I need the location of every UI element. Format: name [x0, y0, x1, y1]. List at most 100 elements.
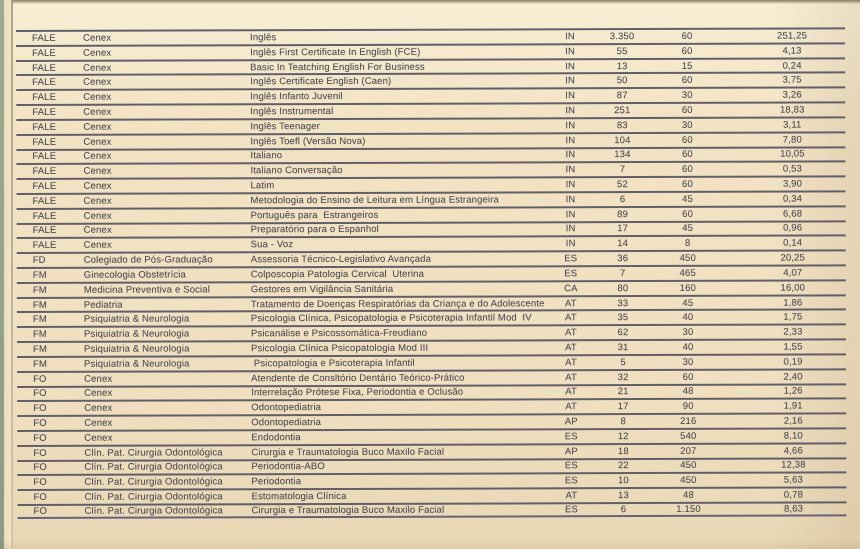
cell-department: Cenex	[83, 91, 112, 103]
cell-type: AT	[565, 327, 577, 339]
cell-unit: FO	[33, 447, 47, 459]
cell-num-3: 18,83	[779, 104, 805, 116]
cell-unit: FALE	[32, 121, 57, 133]
records-table: FALE Cenex Inglês IN 3.350 60 251,25 FALE Cenex I…	[16, 27, 847, 519]
cell-num-3: 6,68	[783, 208, 803, 220]
cell-num-2: 40	[682, 312, 694, 324]
cell-num-2: 30	[682, 356, 694, 368]
cell-type: AT	[565, 490, 578, 502]
cell-num-2: 48	[682, 386, 694, 398]
cell-num-2: 60	[682, 208, 694, 220]
cell-unit: FO	[33, 417, 47, 429]
cell-num-2: 450	[679, 252, 696, 265]
cell-unit: FO	[33, 462, 47, 474]
cell-course: Tratamento de Doenças Respiratórias da C…	[250, 297, 545, 310]
cell-num-1: 7	[620, 267, 626, 280]
cell-course: Cirurgia e Traumatologia Buco Maxilo Fac…	[251, 446, 445, 458]
cell-unit: FALE	[32, 240, 57, 252]
cell-unit: FALE	[32, 77, 57, 89]
cell-num-1: 17	[617, 401, 629, 413]
cell-course: Inglês First Certificate In English (FCE…	[250, 46, 421, 58]
cell-num-3: 3,90	[782, 178, 803, 190]
cell-type: IN	[565, 238, 576, 250]
cell-type: AT	[565, 401, 578, 413]
cell-num-1: 50	[616, 75, 628, 87]
cell-num-1: 17	[617, 223, 629, 235]
cell-department: Cenex	[83, 180, 112, 192]
cell-num-2: 48	[683, 489, 694, 502]
cell-course: Interrelação Prótese Fixa, Periodontia e…	[251, 387, 464, 399]
cell-department: Psiquiatria & Neurologia	[83, 313, 190, 326]
cell-num-3: 3,11	[783, 119, 802, 131]
cell-num-1: 13	[616, 60, 628, 72]
cell-num-3: 8,10	[783, 430, 803, 442]
cell-num-3: 8,63	[783, 503, 804, 515]
cell-unit: FALE	[32, 106, 57, 118]
cell-num-1: 7	[619, 164, 626, 176]
cell-type: AT	[565, 386, 578, 398]
cell-unit: FO	[33, 491, 47, 504]
cell-num-1: 55	[616, 45, 628, 57]
cell-num-1: 104	[614, 134, 631, 146]
cell-num-3: 4,66	[783, 445, 803, 457]
cell-num-3: 2,33	[783, 326, 803, 338]
cell-type: IN	[565, 60, 576, 72]
cell-unit: FALE	[32, 47, 56, 59]
cell-course: Gestores em Vigilância Sanitária	[250, 283, 394, 295]
cell-department: Cenex	[83, 77, 112, 89]
cell-num-1: 251	[614, 105, 631, 117]
cell-num-2: 540	[680, 430, 697, 442]
cell-type: ES	[564, 475, 578, 487]
cell-course: Inglês Certificate English (Caen)	[250, 76, 392, 88]
cell-num-1: 80	[617, 282, 629, 294]
cell-unit: FO	[33, 403, 47, 415]
cell-num-1: 89	[617, 208, 629, 220]
cell-unit: FO	[33, 388, 47, 400]
cell-num-3: 0,19	[783, 356, 803, 368]
cell-num-2: 160	[679, 282, 696, 294]
cell-num-3: 2,40	[783, 371, 803, 383]
page-bottom-shade	[0, 539, 860, 549]
cell-unit: FO	[33, 373, 47, 385]
cell-course: Basic In Teatching English For Business	[250, 61, 425, 73]
cell-type: IN	[565, 90, 576, 102]
cell-type: ES	[564, 504, 579, 516]
cell-department: Cenex	[83, 32, 112, 44]
cell-type: ES	[564, 253, 578, 265]
cell-num-1: 12	[617, 430, 629, 442]
cell-num-3: 0,78	[783, 489, 804, 501]
cell-unit: FALE	[32, 180, 57, 192]
cell-unit: FO	[33, 505, 48, 517]
cell-unit: FD	[32, 255, 46, 267]
table-row: FO Clín. Pat. Cirurgia Odontológica Cirurg…	[17, 501, 847, 519]
cell-unit: FM	[32, 329, 48, 341]
cell-course: Psicanálise e Psicossomática-Freudiano	[250, 327, 428, 340]
cell-department: Cenex	[84, 402, 113, 415]
cell-department: Clín. Pat. Cirurgia Odontológica	[84, 491, 223, 503]
cell-course: Estomatologia Clínica	[251, 491, 347, 503]
cell-num-1: 31	[617, 342, 629, 354]
cell-type: ES	[564, 431, 578, 443]
cell-type: AP	[564, 445, 578, 457]
cell-num-3: 7,80	[782, 134, 802, 146]
cell-num-3: 10,05	[780, 148, 805, 161]
cell-num-2: 45	[682, 297, 694, 309]
cell-type: AT	[565, 357, 577, 369]
cell-num-3: 16,00	[780, 282, 806, 294]
cell-course: Atendente de Consltório Dentário Teórico…	[251, 372, 465, 384]
cell-num-2: 45	[682, 193, 693, 205]
cell-course: Italiano	[250, 150, 283, 162]
cell-unit: FM	[32, 314, 47, 326]
cell-department: Cenex	[83, 62, 112, 74]
cell-course: Psicopatologia e Psicoterapia Infantil	[251, 357, 415, 370]
cell-type: IN	[565, 149, 576, 161]
cell-type: IN	[565, 164, 576, 176]
cell-num-3: 0,34	[782, 193, 803, 205]
cell-num-3: 251,25	[777, 30, 808, 42]
cell-unit: FALE	[32, 62, 56, 74]
cell-num-1: 134	[614, 149, 631, 161]
cell-department: Ginecologia Obstetrícia	[83, 269, 186, 281]
cell-course: Cirurgia e Traumatologia Buco Maxilo Fac…	[251, 504, 445, 517]
cell-unit: FALE	[32, 32, 56, 44]
